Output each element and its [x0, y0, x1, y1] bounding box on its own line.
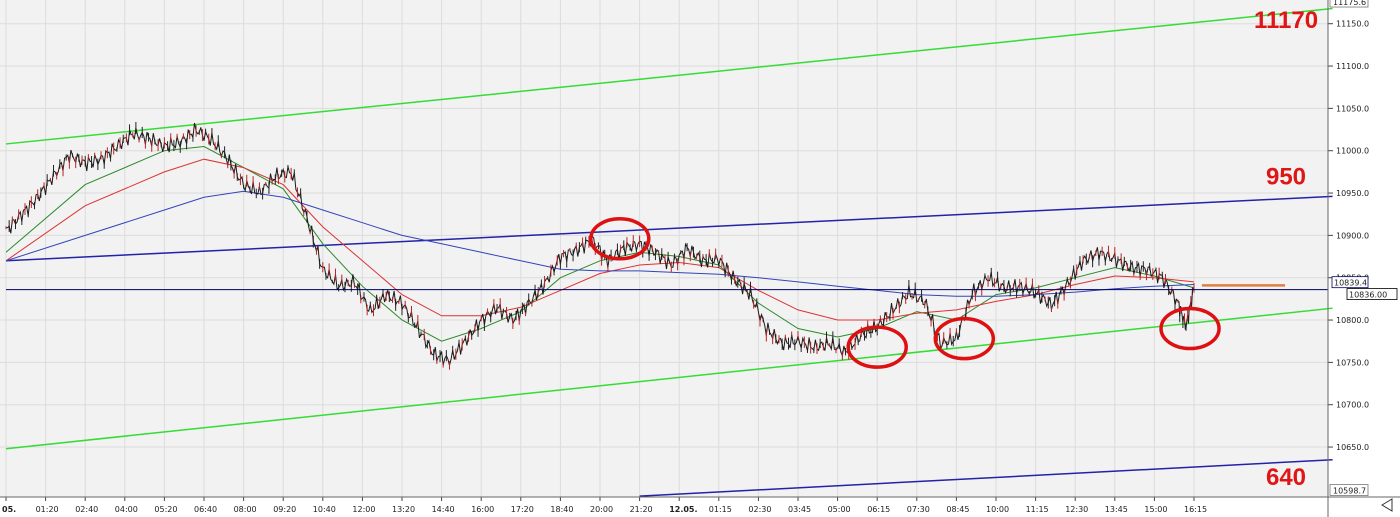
level-annotation: 640: [1266, 464, 1306, 491]
x-tick-label: 13:20: [392, 505, 415, 514]
x-tick-label: 11:15: [1026, 505, 1049, 514]
channel-lines: [5, 7, 1333, 497]
y-tick-label: 10650.0: [1336, 443, 1369, 452]
y-tick-label: 10800.0: [1336, 316, 1369, 325]
x-tick-label: 18:40: [550, 505, 573, 514]
horizontal-lines: [6, 284, 1328, 291]
x-tick-label: 09:20: [273, 505, 296, 514]
x-tick-label: 06:15: [867, 505, 890, 514]
x-tick-label: 14:40: [432, 505, 455, 514]
y-extreme-label: 11175.6: [1333, 0, 1366, 7]
y-extreme-box: [1329, 484, 1369, 496]
x-tick-label: 05:20: [154, 505, 177, 514]
highlight-circles: [589, 217, 1221, 369]
x-tick-label: 20:00: [590, 505, 613, 514]
x-axis: 05. 01:20 02:40 04:00 05:20 06:40 08:00 09:20 10…: [2, 497, 1207, 514]
x-tick-label: 17:20: [511, 505, 534, 514]
y-tick-label: 10700.0: [1336, 401, 1369, 410]
x-tick-label: 07:30: [907, 505, 930, 514]
x-axis-panel: [0, 497, 1328, 517]
level-annotation: 950: [1266, 164, 1306, 191]
price-marker-box: [1346, 288, 1398, 300]
grid: [0, 0, 1328, 497]
channel-line: [639, 458, 1333, 497]
y-tick-label: 10900.0: [1336, 231, 1369, 240]
x-tick-label: 03:45: [788, 505, 811, 514]
y-tick-label: 10950.0: [1336, 189, 1369, 198]
x-tick-label: 08:45: [946, 505, 969, 514]
annotations: 11170 950 640: [1254, 7, 1318, 491]
x-tick-label: 15:00: [1144, 505, 1167, 514]
y-extreme-box: [1329, 0, 1369, 8]
highlight-circle: [1159, 306, 1221, 351]
x-tick-label: 08:00: [234, 505, 257, 514]
y-axis: 11150.0 11100.0 11050.0 11000.0 10950.0 10900…: [1328, 0, 1398, 496]
x-tick-label: 05.: [2, 505, 16, 514]
y-extreme-label: 10598.7: [1333, 486, 1366, 495]
channel-line: [5, 307, 1333, 450]
price-marker-label: 10836.00: [1349, 291, 1387, 300]
channel-line: [5, 195, 1333, 262]
highlight-circle: [589, 217, 651, 261]
price-marker-box: [1331, 276, 1369, 289]
x-tick-label: 05:00: [828, 505, 851, 514]
y-tick-label: 11150.0: [1336, 20, 1369, 29]
y-tick-label: 11050.0: [1336, 104, 1369, 113]
x-tick-label: 02:40: [75, 505, 98, 514]
x-tick-label: 10:00: [986, 505, 1009, 514]
highlight-circle: [846, 325, 908, 369]
price-series: [5, 122, 1195, 370]
y-axis-panel: [1328, 0, 1400, 517]
y-tick-label: 11100.0: [1336, 62, 1369, 71]
x-tick-label: 13:45: [1105, 505, 1128, 514]
x-tick-label: 02:30: [748, 505, 771, 514]
y-tick-label: 11000.0: [1336, 147, 1369, 156]
y-tick-label: 10750.0: [1336, 358, 1369, 367]
x-tick-label: 01:15: [709, 505, 732, 514]
channel-line: [5, 7, 1333, 145]
x-tick-label: 04:00: [115, 505, 138, 514]
highlight-circle: [933, 316, 996, 361]
scroll-arrow-icon[interactable]: [1381, 498, 1393, 512]
level-annotation: 11170: [1254, 7, 1318, 34]
x-tick-label: 21:20: [630, 505, 653, 514]
x-tick-label: 16:00: [471, 505, 494, 514]
moving-average-line: [5, 190, 1195, 297]
price-marker-label: 10839.4: [1334, 279, 1367, 288]
x-tick-label: 12.05.: [669, 505, 697, 514]
plot-area: [0, 0, 1328, 497]
x-tick-label: 10:40: [313, 505, 336, 514]
x-tick-label: 12:00: [352, 505, 375, 514]
x-tick-label: 12:30: [1065, 505, 1088, 514]
x-tick-label: 16:15: [1184, 505, 1207, 514]
x-tick-label: 06:40: [194, 505, 217, 514]
x-tick-label: 01:20: [36, 505, 59, 514]
